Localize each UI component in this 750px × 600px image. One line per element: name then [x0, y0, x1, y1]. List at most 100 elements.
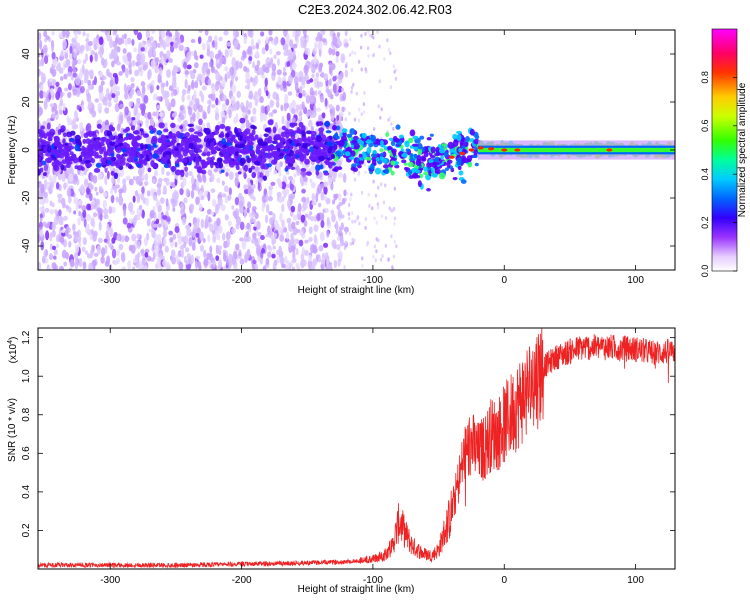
- heatmap-cell: [75, 201, 79, 212]
- heatmap-cell: [314, 41, 318, 51]
- heatmap-peak: [468, 148, 475, 152]
- heatmap-cell: [288, 131, 295, 137]
- heatmap-cell: [180, 139, 185, 147]
- heatmap-cell: [144, 173, 149, 181]
- heatmap-cell: [216, 217, 221, 227]
- heatmap-cell: [372, 179, 375, 184]
- heatmap-cell: [168, 57, 173, 63]
- heatmap-cell: [39, 90, 44, 99]
- heatmap-cell: [124, 106, 129, 116]
- heatmap-cell: [377, 185, 380, 190]
- heatmap-cell: [275, 51, 281, 56]
- heatmap-cell: [336, 243, 341, 251]
- heatmap-cell: [147, 111, 152, 120]
- heatmap-cell: [375, 249, 378, 254]
- heatmap-cell: [460, 179, 467, 184]
- heatmap-cell: [252, 77, 257, 87]
- heatmap-cell: [356, 216, 359, 221]
- heatmap-cell: [188, 127, 195, 133]
- heatmap-cell: [225, 98, 230, 106]
- heatmap-cell: [308, 226, 313, 234]
- heatmap-cell: [79, 85, 85, 94]
- heatmap-cell: [415, 158, 422, 167]
- heatmap-cell: [170, 98, 176, 108]
- heatmap-cell: [222, 56, 227, 65]
- heatmap-cell: [102, 75, 107, 81]
- heatmap-cell: [155, 109, 159, 120]
- heatmap-cell: [89, 54, 93, 63]
- heatmap-cell: [191, 242, 196, 251]
- heatmap-cell: [237, 171, 242, 175]
- heatmap-cell: [278, 167, 282, 177]
- heatmap-cell: [257, 88, 262, 97]
- heatmap-cell: [248, 56, 253, 62]
- heatmap-cell: [85, 37, 89, 43]
- heatmap-cell: [313, 77, 317, 88]
- heatmap-cell: [234, 144, 240, 148]
- heatmap-cell: [42, 91, 47, 98]
- heatmap-cell: [152, 50, 157, 57]
- heatmap-cell: [218, 162, 224, 169]
- heatmap-cell: [313, 224, 319, 232]
- heatmap-cell: [73, 210, 77, 215]
- heatmap-cell: [194, 157, 200, 163]
- heatmap-cell: [76, 104, 80, 111]
- heatmap-cell: [370, 153, 378, 158]
- heatmap-cell: [219, 124, 226, 130]
- heatmap-cell: [461, 155, 466, 161]
- heatmap-cell: [50, 113, 56, 119]
- heatmap-cell: [164, 98, 170, 108]
- heatmap-cell: [313, 54, 317, 65]
- heatmap-cell: [177, 235, 183, 245]
- heatmap-cell: [265, 258, 270, 265]
- heatmap-cell: [239, 117, 246, 124]
- heatmap-cell: [364, 32, 367, 37]
- heatmap-cell: [136, 32, 143, 41]
- heatmap-cell: [248, 90, 254, 100]
- heatmap-cell: [215, 97, 219, 106]
- heatmap-cell: [49, 208, 55, 215]
- heatmap-cell: [389, 85, 393, 90]
- heatmap-cell: [316, 135, 323, 143]
- heatmap-cell: [300, 178, 304, 187]
- heatmap-cell: [220, 131, 225, 138]
- heatmap-cell: [46, 146, 52, 153]
- heatmap-cell: [67, 91, 72, 99]
- heatmap-cell: [348, 52, 352, 57]
- heatmap-cell: [74, 260, 79, 270]
- heatmap-cell: [393, 186, 397, 191]
- heatmap-cell: [90, 202, 94, 210]
- heatmap-cell: [221, 180, 225, 186]
- heatmap-cell: [111, 248, 117, 259]
- heatmap-cell: [271, 253, 276, 259]
- heatmap-cell: [374, 258, 377, 263]
- heatmap-cell: [38, 180, 42, 189]
- heatmap-cell: [97, 172, 103, 181]
- chart-title: C2E3.2024.302.06.42.R03: [298, 2, 452, 17]
- heatmap-cell: [304, 239, 309, 244]
- heatmap-cell: [125, 162, 130, 167]
- heatmap-cell: [208, 93, 213, 99]
- heatmap-cell: [295, 142, 302, 147]
- heatmap-cell: [100, 80, 105, 86]
- heatmap-cell: [95, 191, 99, 196]
- heatmap-cell: [38, 69, 41, 76]
- heatmap-cell: [119, 104, 124, 109]
- heatmap-cell: [64, 52, 69, 60]
- heatmap-cell: [213, 220, 217, 228]
- heatmap-cell: [273, 37, 278, 46]
- heatmap-cell: [47, 266, 51, 270]
- heatmap-cell: [98, 119, 102, 125]
- colorbar-tick-label: 0.4: [700, 168, 710, 181]
- heatmap-cell: [130, 125, 136, 131]
- heatmap-cell: [228, 160, 235, 166]
- heatmap-cell: [133, 156, 139, 162]
- heatmap-cell: [83, 68, 89, 77]
- heatmap-cell: [431, 172, 438, 178]
- heatmap-cell: [373, 244, 377, 249]
- heatmap-x-tick-label: 100: [627, 275, 644, 286]
- heatmap-cell: [391, 148, 397, 154]
- heatmap-cell: [318, 46, 322, 57]
- heatmap-cell: [292, 30, 296, 38]
- heatmap-cell: [298, 70, 304, 80]
